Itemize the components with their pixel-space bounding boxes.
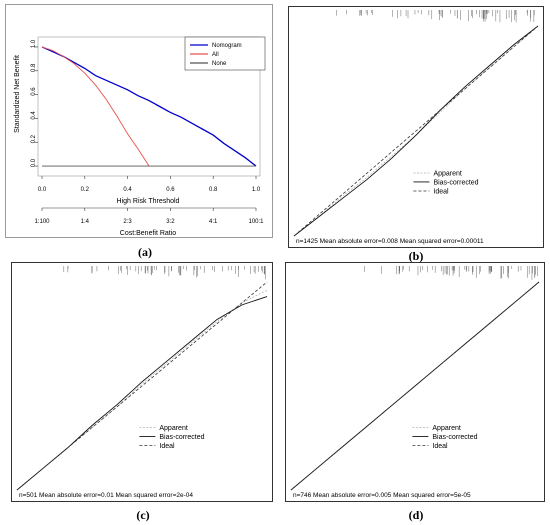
x-tick-label: 0.0 [38,187,47,193]
ratio-tick-label: 1:100 [34,219,50,225]
y-tick-label: 0.2 [31,134,37,143]
stats-text: n=746 Mean absolute error=0.005 Mean squ… [293,492,471,499]
panel-label-a: (a) [138,245,152,259]
legend-label: Bias-corrected [433,179,478,186]
ratio-tick-label: 2:3 [123,219,132,225]
panel-label-b: (b) [408,249,424,263]
y-axis-label: Standardized Net Benefit [14,55,21,133]
series-line-nomogram [41,46,257,167]
x-tick-label: 0.6 [166,187,175,193]
legend-label: Ideal [159,443,175,450]
stats-text: n=1425 Mean absolute error=0.008 Mean sq… [296,238,484,245]
plot-frame [37,36,261,177]
legend-label: Nomogram [212,43,242,49]
x-tick-label: 1.0 [252,187,261,193]
x-tick-label: 0.4 [123,187,132,193]
x-tick-label: 0.2 [81,187,90,193]
ratio-tick-label: 4:1 [209,219,218,225]
ratio-tick-label: 100:1 [248,219,264,225]
legend-label: Ideal [432,443,448,450]
y-tick-label: 1.0 [31,39,37,48]
legend-label: All [212,52,219,58]
calibration-line-ideal [290,281,540,491]
y-tick-label: 0.4 [31,111,37,120]
calibration-chart-c: Apparent Bias-corrected Ideal n=501 Mean a… [11,262,273,502]
y-tick-label: 0.0 [31,158,37,167]
x-axis-label-ratio: Cost:Benefit Ratio [120,230,177,237]
x-tick-label: 0.8 [209,187,218,193]
series-line-all [41,46,150,167]
legend-label: Ideal [433,188,449,195]
calibration-line-bias-corrected [293,25,539,237]
x-axis-label: High Risk Threshold [117,198,180,205]
calibration-line-ideal [293,25,539,237]
legend-label: Bias-corrected [432,434,477,441]
panel-label-d: (d) [408,508,424,522]
calibration-line-bias-corrected [16,296,268,491]
legend-label: Apparent [433,170,461,177]
legend-label: Bias-corrected [159,434,204,441]
ratio-tick-label: 3:2 [166,219,175,225]
ratio-tick-label: 1:4 [81,219,90,225]
stats-text: n=501 Mean absolute error=0.01 Mean squa… [19,492,193,499]
calibration-chart-b: Apparent Bias-corrected Ideal n=1425 Mean … [288,6,544,248]
calibration-chart-d: Apparent Bias-corrected Ideal n=746 Mean a… [285,262,545,502]
legend-label: Apparent [159,425,187,432]
calibration-line-ideal [16,281,268,491]
panel-label-c: (c) [136,508,150,522]
legend-label: None [212,61,227,67]
y-tick-label: 0.8 [31,63,37,72]
legend-label: Apparent [432,425,460,432]
decision-curve-chart: 0.0 0.2 0.4 0.6 0.8 1.0 0.0 0.2 0.4 0.6 0.8 1.0 1:10… [5,4,273,238]
y-tick-label: 0.6 [31,87,37,96]
